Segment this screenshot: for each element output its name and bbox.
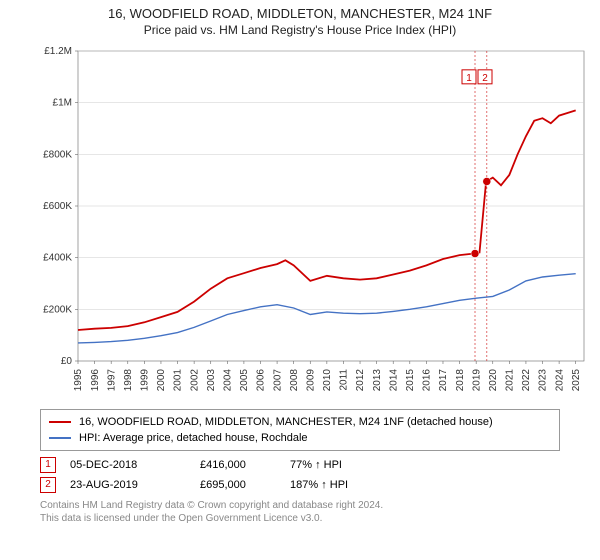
legend-label: HPI: Average price, detached house, Roch… bbox=[79, 432, 308, 444]
svg-text:2015: 2015 bbox=[405, 369, 416, 392]
sale-marker: 2 bbox=[40, 477, 56, 493]
legend-row: HPI: Average price, detached house, Roch… bbox=[49, 430, 551, 446]
svg-text:2006: 2006 bbox=[256, 369, 267, 392]
svg-text:2005: 2005 bbox=[239, 369, 250, 392]
svg-text:£200K: £200K bbox=[43, 304, 72, 315]
footer-line1: Contains HM Land Registry data © Crown c… bbox=[40, 499, 560, 512]
svg-text:£0: £0 bbox=[61, 356, 73, 367]
svg-text:2008: 2008 bbox=[289, 369, 300, 392]
svg-text:£600K: £600K bbox=[43, 201, 72, 212]
svg-text:1999: 1999 bbox=[140, 369, 151, 392]
svg-text:2012: 2012 bbox=[355, 369, 366, 392]
svg-text:2021: 2021 bbox=[505, 369, 516, 392]
svg-text:2018: 2018 bbox=[455, 369, 466, 392]
svg-text:1997: 1997 bbox=[106, 369, 117, 392]
svg-text:2020: 2020 bbox=[488, 369, 499, 392]
sale-date: 23-AUG-2019 bbox=[70, 479, 200, 491]
legend: 16, WOODFIELD ROAD, MIDDLETON, MANCHESTE… bbox=[40, 409, 560, 451]
sale-row: 2 23-AUG-2019£695,000187% ↑ HPI bbox=[40, 475, 560, 495]
footer-line2: This data is licensed under the Open Gov… bbox=[40, 512, 560, 525]
sale-pct: 77% ↑ HPI bbox=[290, 459, 400, 471]
svg-text:2010: 2010 bbox=[322, 369, 333, 392]
svg-text:2014: 2014 bbox=[388, 369, 399, 392]
svg-text:2009: 2009 bbox=[305, 369, 316, 392]
line-chart: £0 £200K £400K £600K £800K £1M £1.2M 1995 1996 19… bbox=[36, 43, 596, 403]
svg-text:£1.2M: £1.2M bbox=[44, 46, 72, 57]
legend-swatch bbox=[49, 421, 71, 423]
sale-marker: 1 bbox=[40, 457, 56, 473]
svg-text:£400K: £400K bbox=[43, 253, 72, 264]
svg-text:2017: 2017 bbox=[438, 369, 449, 392]
chart-container: 16, WOODFIELD ROAD, MIDDLETON, MANCHESTE… bbox=[0, 0, 600, 560]
sales-table: 1 05-DEC-2018£416,00077% ↑ HPI 2 23-AUG-201… bbox=[40, 455, 560, 495]
svg-text:2000: 2000 bbox=[156, 369, 167, 392]
sale-price: £695,000 bbox=[200, 479, 290, 491]
page-subtitle: Price paid vs. HM Land Registry's House … bbox=[0, 21, 600, 41]
sale-date: 05-DEC-2018 bbox=[70, 459, 200, 471]
svg-text:£1M: £1M bbox=[53, 98, 72, 109]
sale-row: 1 05-DEC-2018£416,00077% ↑ HPI bbox=[40, 455, 560, 475]
svg-text:1996: 1996 bbox=[90, 369, 101, 392]
svg-text:£800K: £800K bbox=[43, 149, 72, 160]
svg-text:2002: 2002 bbox=[189, 369, 200, 392]
svg-text:2: 2 bbox=[482, 73, 488, 84]
svg-text:2022: 2022 bbox=[521, 369, 532, 392]
legend-row: 16, WOODFIELD ROAD, MIDDLETON, MANCHESTE… bbox=[49, 414, 551, 430]
svg-text:2001: 2001 bbox=[173, 369, 184, 392]
svg-text:2011: 2011 bbox=[339, 369, 350, 391]
sale-price: £416,000 bbox=[200, 459, 290, 471]
svg-text:2023: 2023 bbox=[538, 369, 549, 392]
svg-text:1: 1 bbox=[466, 73, 472, 84]
svg-text:2003: 2003 bbox=[206, 369, 217, 392]
svg-text:2019: 2019 bbox=[471, 369, 482, 392]
svg-text:2024: 2024 bbox=[554, 369, 565, 392]
footer: Contains HM Land Registry data © Crown c… bbox=[40, 499, 560, 525]
page-title: 16, WOODFIELD ROAD, MIDDLETON, MANCHESTE… bbox=[0, 0, 600, 21]
svg-text:2004: 2004 bbox=[223, 369, 234, 392]
svg-text:2016: 2016 bbox=[422, 369, 433, 392]
sale-pct: 187% ↑ HPI bbox=[290, 479, 400, 491]
svg-text:1998: 1998 bbox=[123, 369, 134, 392]
legend-label: 16, WOODFIELD ROAD, MIDDLETON, MANCHESTE… bbox=[79, 416, 493, 428]
svg-text:1995: 1995 bbox=[73, 369, 84, 392]
legend-swatch bbox=[49, 437, 71, 439]
svg-text:2013: 2013 bbox=[372, 369, 383, 392]
svg-text:2007: 2007 bbox=[272, 369, 283, 392]
chart-area: £0 £200K £400K £600K £800K £1M £1.2M 1995 1996 19… bbox=[36, 43, 596, 403]
svg-text:2025: 2025 bbox=[571, 369, 582, 392]
